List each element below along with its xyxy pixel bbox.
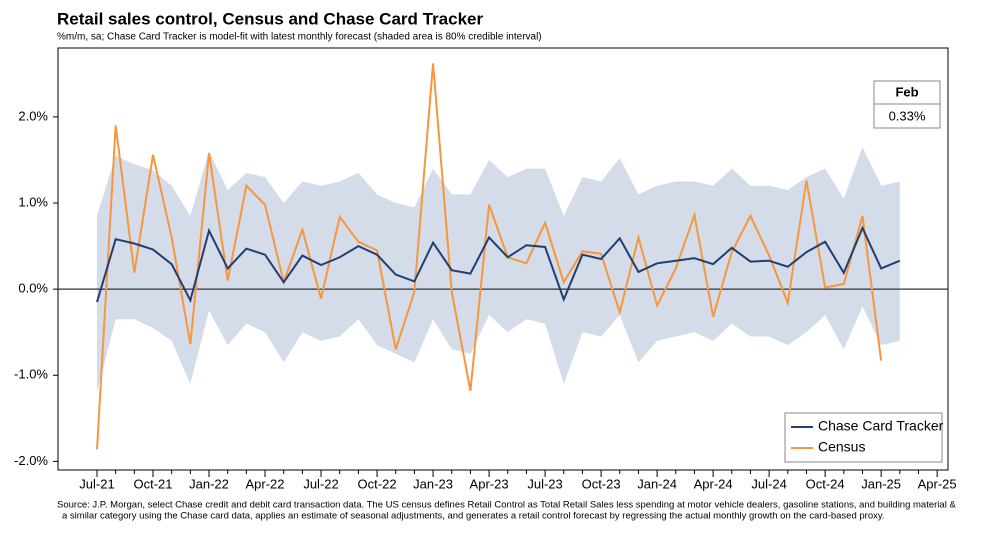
legend-label: Chase Card Tracker xyxy=(818,418,944,434)
legend-box xyxy=(784,412,943,463)
footnote: a similar category using the Chase card … xyxy=(62,511,885,522)
x-tick-label: Oct-24 xyxy=(806,476,845,491)
chart-subtitle: %m/m, sa; Chase Card Tracker is model-fi… xyxy=(57,32,542,43)
x-tick-label: Oct-21 xyxy=(134,476,173,491)
series-line xyxy=(96,63,883,450)
x-tick-label: Apr-25 xyxy=(918,476,957,491)
x-tick-label: Jul-22 xyxy=(303,476,338,491)
callout-value: 0.33% xyxy=(889,108,926,123)
callout-label: Feb xyxy=(895,84,918,99)
x-tick-label: Jul-24 xyxy=(751,476,786,491)
y-tick-label: 1.0% xyxy=(18,194,48,209)
footnote: Source: J.P. Morgan, select Chase credit… xyxy=(57,500,956,511)
x-tick-label: Jan-25 xyxy=(861,476,901,491)
x-tick-label: Apr-22 xyxy=(246,476,285,491)
x-tick-label: Jul-23 xyxy=(527,476,562,491)
y-tick-label: 0.0% xyxy=(18,281,48,296)
x-tick-label: Apr-24 xyxy=(694,476,733,491)
y-tick-label: -2.0% xyxy=(14,453,48,468)
series-line xyxy=(96,225,901,304)
x-tick-label: Apr-23 xyxy=(470,476,509,491)
y-tick-label: -1.0% xyxy=(14,367,48,382)
x-tick-label: Jan-23 xyxy=(413,476,453,491)
credible-interval xyxy=(97,147,900,393)
plot-frame xyxy=(57,47,949,471)
legend-label: Census xyxy=(818,439,865,455)
chart-title: Retail sales control, Census and Chase C… xyxy=(57,9,483,28)
y-tick-label: 2.0% xyxy=(18,108,48,123)
x-tick-label: Jul-21 xyxy=(79,476,114,491)
x-tick-label: Oct-23 xyxy=(582,476,621,491)
x-tick-label: Jan-22 xyxy=(189,476,229,491)
x-tick-label: Oct-22 xyxy=(358,476,397,491)
x-tick-label: Jan-24 xyxy=(637,476,677,491)
